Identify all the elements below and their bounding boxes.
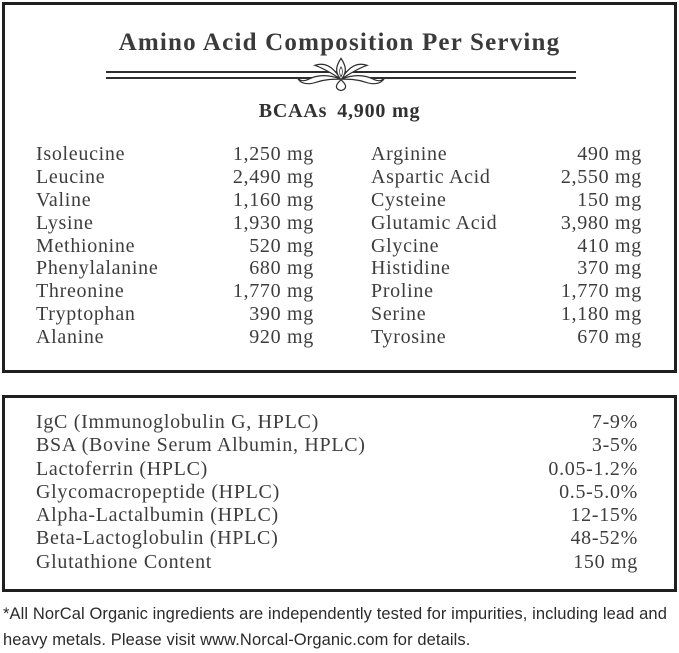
amino-row: Cysteine 150 mg (371, 189, 642, 212)
amino-value: 1,770 mg (232, 280, 314, 303)
amino-row: Tyrosine 670 mg (371, 326, 642, 349)
amino-row: Threonine 1,770 mg (36, 280, 314, 303)
bcaa-total: BCAAs 4,900 mg (5, 100, 674, 123)
amino-name: Aspartic Acid (371, 165, 491, 188)
fraction-name: IgC (Immunoglobulin G, HPLC) (36, 411, 319, 433)
ornamental-divider (106, 56, 576, 91)
disclaimer-footnote: *All NorCal Organic ingredients are inde… (3, 605, 667, 649)
amino-value: 1,250 mg (232, 143, 314, 165)
amino-name: Proline (371, 280, 434, 303)
amino-name: Methionine (36, 234, 136, 257)
amino-name: Histidine (371, 257, 451, 280)
amino-name: Threonine (36, 280, 125, 303)
amino-row: Leucine 2,490 mg (36, 166, 314, 189)
amino-row: Methionine 520 mg (36, 235, 314, 258)
amino-value: 3,980 mg (560, 211, 642, 234)
fraction-name: Lactoferrin (HPLC) (36, 457, 208, 480)
amino-value: 670 mg (577, 326, 642, 349)
amino-name: Phenylalanine (36, 257, 159, 280)
amino-value: 390 mg (249, 303, 314, 326)
amino-name: Valine (36, 188, 92, 211)
amino-name: Serine (371, 303, 427, 326)
fraction-name: Alpha-Lactalbumin (HPLC) (36, 504, 279, 527)
amino-name: Alanine (36, 326, 105, 349)
protein-fraction-row: Alpha-Lactalbumin (HPLC) 12-15% (36, 504, 638, 527)
amino-row: Isoleucine 1,250 mg (36, 143, 314, 166)
protein-fractions-panel: IgC (Immunoglobulin G, HPLC) 7-9% BSA (Bo… (2, 395, 677, 592)
protein-fraction-row: Glycomacropeptide (HPLC) 0.5-5.0% (36, 481, 638, 504)
amino-name: Lysine (36, 211, 94, 234)
amino-value: 2,490 mg (232, 165, 314, 188)
amino-value: 410 mg (577, 234, 642, 257)
fraction-value: 48-52% (570, 527, 638, 550)
fraction-name: Glutathione Content (36, 550, 213, 573)
fraction-value: 0.5-5.0% (559, 480, 638, 503)
amino-name: Glycine (371, 234, 440, 257)
amino-value: 1,180 mg (560, 303, 642, 326)
amino-row: Aspartic Acid 2,550 mg (371, 166, 642, 189)
amino-value: 920 mg (249, 326, 314, 349)
amino-name: Glutamic Acid (371, 211, 498, 234)
amino-name: Tryptophan (36, 303, 136, 326)
amino-row: Glutamic Acid 3,980 mg (371, 212, 642, 235)
amino-acid-panel: Amino Acid Composition Per Serving BCAAs… (2, 2, 677, 373)
amino-name: Tyrosine (371, 326, 447, 349)
fraction-name: BSA (Bovine Serum Albumin, HPLC) (36, 434, 366, 457)
amino-value: 490 mg (577, 143, 642, 165)
amino-value: 2,550 mg (560, 165, 642, 188)
amino-value: 370 mg (577, 257, 642, 280)
fraction-name: Glycomacropeptide (HPLC) (36, 480, 280, 503)
protein-fraction-row: BSA (Bovine Serum Albumin, HPLC) 3-5% (36, 434, 638, 457)
fraction-name: Beta-Lactoglobulin (HPLC) (36, 527, 279, 550)
amino-value: 520 mg (249, 234, 314, 257)
protein-fraction-row: IgC (Immunoglobulin G, HPLC) 7-9% (36, 411, 638, 434)
bcaa-value: 4,900 mg (337, 100, 421, 122)
amino-row: Histidine 370 mg (371, 257, 642, 280)
fraction-value: 150 mg (573, 550, 638, 573)
protein-fraction-row: Glutathione Content 150 mg (36, 551, 638, 574)
amino-name: Cysteine (371, 188, 447, 211)
amino-name: Arginine (371, 143, 448, 165)
amino-row: Tryptophan 390 mg (36, 303, 314, 326)
amino-column-left: Isoleucine 1,250 mg Leucine 2,490 mg Valin… (36, 143, 314, 349)
protein-fraction-row: Lactoferrin (HPLC) 0.05-1.2% (36, 458, 638, 481)
protein-fraction-list: IgC (Immunoglobulin G, HPLC) 7-9% BSA (Bo… (36, 411, 638, 574)
amino-row: Alanine 920 mg (36, 326, 314, 349)
amino-row: Valine 1,160 mg (36, 189, 314, 212)
fraction-value: 12-15% (570, 504, 638, 527)
amino-row: Proline 1,770 mg (371, 280, 642, 303)
fleuron-lotus-icon (296, 56, 386, 91)
amino-value: 680 mg (249, 257, 314, 280)
amino-value: 1,930 mg (232, 211, 314, 234)
fraction-value: 7-9% (591, 411, 638, 433)
fraction-value: 0.05-1.2% (548, 457, 638, 480)
panel-title: Amino Acid Composition Per Serving (118, 29, 561, 56)
protein-fraction-row: Beta-Lactoglobulin (HPLC) 48-52% (36, 527, 638, 550)
amino-value: 1,770 mg (560, 280, 642, 303)
amino-column-right: Arginine 490 mg Aspartic Acid 2,550 mg Cys… (371, 143, 642, 349)
bcaa-label: BCAAs (258, 100, 328, 122)
amino-row: Lysine 1,930 mg (36, 212, 314, 235)
amino-value: 1,160 mg (232, 188, 314, 211)
amino-name: Isoleucine (36, 143, 126, 165)
fraction-value: 3-5% (591, 434, 638, 457)
amino-row: Arginine 490 mg (371, 143, 642, 166)
amino-value: 150 mg (577, 188, 642, 211)
amino-row: Phenylalanine 680 mg (36, 257, 314, 280)
amino-row: Serine 1,180 mg (371, 303, 642, 326)
amino-row: Glycine 410 mg (371, 235, 642, 258)
amino-name: Leucine (36, 165, 106, 188)
